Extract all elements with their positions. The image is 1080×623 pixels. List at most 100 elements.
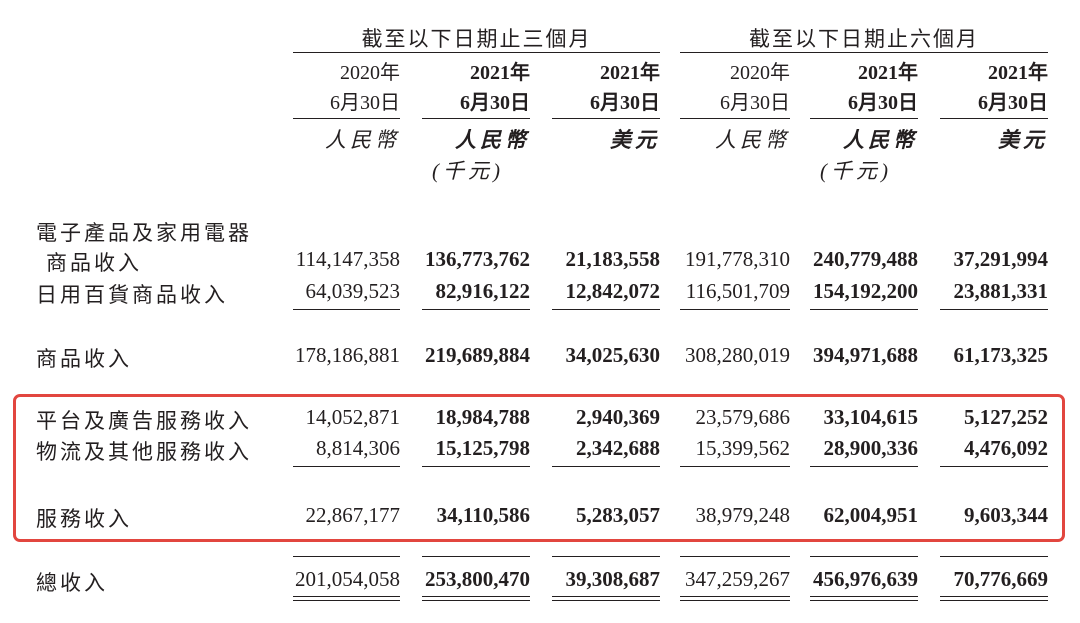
group-header-underline	[293, 52, 660, 53]
column-date: 6月30日	[590, 92, 660, 114]
column-date: 6月30日	[330, 92, 400, 114]
group-header-three-months: 截至以下日期止三個月	[361, 27, 592, 51]
column-date: 6月30日	[978, 92, 1048, 114]
table-cell: 116,501,709	[685, 279, 790, 303]
total-double-rule	[680, 596, 790, 597]
table-cell: 34,110,586	[436, 503, 530, 527]
total-double-rule	[552, 600, 660, 601]
row-label-service-revenue: 服務收入	[36, 507, 132, 531]
table-cell: 191,778,310	[685, 247, 790, 271]
total-double-rule	[680, 600, 790, 601]
table-cell: 18,984,788	[435, 405, 531, 429]
column-currency: 人民幣	[843, 128, 918, 152]
table-cell: 2,940,369	[576, 405, 660, 429]
total-double-rule	[422, 596, 530, 597]
service-revenue-highlight-box	[13, 394, 1065, 542]
table-cell: 33,104,615	[823, 405, 919, 429]
table-cell: 253,800,470	[425, 567, 530, 591]
group-header-underline	[680, 52, 1048, 53]
table-cell: 12,842,072	[565, 279, 661, 303]
column-date: 6月30日	[720, 92, 790, 114]
column-currency: 美元	[610, 128, 660, 152]
total-double-rule	[810, 600, 918, 601]
column-year: 2021年	[988, 62, 1048, 84]
table-cell: 456,976,639	[813, 567, 918, 591]
table-cell: 5,283,057	[576, 503, 660, 527]
total-double-rule	[940, 600, 1048, 601]
total-double-rule	[940, 596, 1048, 597]
table-cell: 136,773,762	[425, 247, 530, 271]
table-cell: 154,192,200	[813, 279, 918, 303]
subtotal-rule	[810, 309, 918, 310]
table-cell: 70,776,669	[953, 567, 1049, 591]
column-year: 2021年	[858, 62, 918, 84]
table-cell: 347,259,267	[685, 567, 790, 591]
column-header-underline	[293, 118, 400, 119]
table-cell: 114,147,358	[295, 247, 400, 271]
column-currency: 人民幣	[455, 128, 530, 152]
total-double-rule	[293, 596, 400, 597]
column-date: 6月30日	[848, 92, 918, 114]
column-header-underline	[552, 118, 660, 119]
subtotal-rule	[422, 466, 530, 467]
subtotal-rule	[552, 309, 660, 310]
table-cell: 22,867,177	[305, 503, 401, 527]
table-cell: 37,291,994	[953, 247, 1049, 271]
table-cell: 201,054,058	[295, 567, 400, 591]
table-cell: 9,603,344	[964, 503, 1048, 527]
table-cell: 8,814,306	[316, 436, 400, 460]
total-double-rule	[422, 600, 530, 601]
table-cell: 62,004,951	[823, 503, 919, 527]
column-currency: 美元	[998, 128, 1048, 152]
row-label-logistics-other: 物流及其他服務收入	[36, 440, 252, 464]
column-year: 2021年	[600, 62, 660, 84]
row-label-total-revenue: 總收入	[36, 571, 108, 595]
column-year: 2020年	[340, 62, 400, 84]
table-cell: 14,052,871	[305, 405, 401, 429]
unit-note-three-months: (千元)	[432, 159, 504, 183]
table-cell: 82,916,122	[435, 279, 531, 303]
row-label-platform-advertising: 平台及廣告服務收入	[36, 409, 252, 433]
column-year: 2021年	[470, 62, 530, 84]
table-cell: 219,689,884	[425, 343, 530, 367]
column-header-underline	[810, 118, 918, 119]
table-cell: 15,399,562	[695, 436, 791, 460]
table-cell: 4,476,092	[964, 436, 1048, 460]
table-cell: 308,280,019	[685, 343, 790, 367]
subtotal-rule	[293, 466, 400, 467]
table-cell: 39,308,687	[565, 567, 661, 591]
total-double-rule	[552, 596, 660, 597]
subtotal-rule	[940, 309, 1048, 310]
total-rule	[293, 556, 400, 557]
row-label-electronics-cont: 商品收入	[46, 251, 142, 275]
column-year: 2020年	[730, 62, 790, 84]
table-cell: 394,971,688	[813, 343, 918, 367]
table-cell: 23,881,331	[953, 279, 1049, 303]
column-header-underline	[422, 118, 530, 119]
total-rule	[810, 556, 918, 557]
row-label-electronics: 電子產品及家用電器	[36, 221, 252, 245]
table-cell: 21,183,558	[565, 247, 661, 271]
subtotal-rule	[422, 309, 530, 310]
subtotal-rule	[293, 309, 400, 310]
table-cell: 38,979,248	[695, 503, 791, 527]
table-cell: 178,186,881	[295, 343, 400, 367]
subtotal-rule	[680, 309, 790, 310]
row-label-general-merchandise: 日用百貨商品收入	[36, 283, 228, 307]
group-header-six-months: 截至以下日期止六個月	[749, 27, 979, 51]
column-header-underline	[680, 118, 790, 119]
table-cell: 240,779,488	[813, 247, 918, 271]
total-rule	[940, 556, 1048, 557]
total-rule	[422, 556, 530, 557]
column-currency: 人民幣	[325, 128, 400, 152]
column-currency: 人民幣	[715, 128, 790, 152]
subtotal-rule	[810, 466, 918, 467]
subtotal-rule	[940, 466, 1048, 467]
table-cell: 64,039,523	[305, 279, 401, 303]
unit-note-six-months: (千元)	[820, 159, 892, 183]
table-cell: 2,342,688	[576, 436, 660, 460]
table-cell: 61,173,325	[953, 343, 1049, 367]
table-cell: 28,900,336	[823, 436, 919, 460]
total-rule	[552, 556, 660, 557]
